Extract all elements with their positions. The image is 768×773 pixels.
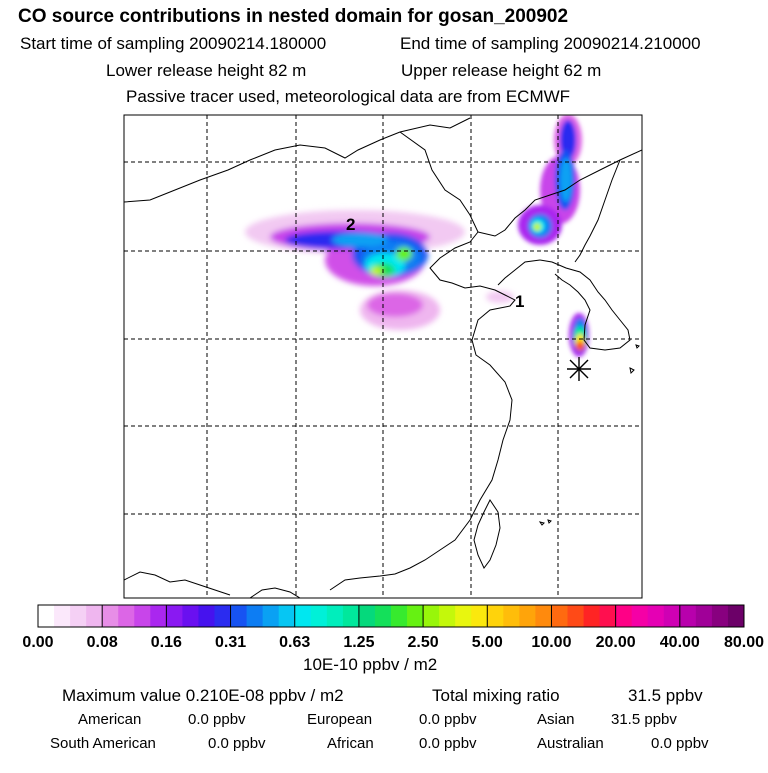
end-time-label: End time of sampling 20090214.210000 <box>400 34 701 53</box>
total-mixing-value: 31.5 ppbv <box>628 686 703 705</box>
colorbar-swatch <box>503 605 520 627</box>
colorbar-swatch <box>118 605 135 627</box>
region-name-american: American <box>78 711 142 728</box>
colorbar-swatch <box>246 605 264 627</box>
colorbar-swatch <box>54 605 71 627</box>
region-value-australian: 0.0 ppbv <box>651 735 709 752</box>
colorbar-swatch <box>567 605 584 627</box>
colorbar-swatch <box>86 605 103 627</box>
colorbar-swatch <box>326 605 344 627</box>
region-name-asian: Asian <box>537 711 575 728</box>
colorbar-swatch <box>583 605 600 627</box>
colorbar-tick-label: 2.50 <box>408 634 439 651</box>
start-time-label: Start time of sampling 20090214.180000 <box>20 34 327 53</box>
colorbar-tick-label: 10.00 <box>531 634 571 651</box>
colorbar-swatch <box>615 605 633 627</box>
lower-release-label: Lower release height 82 m <box>106 61 307 80</box>
coastlines <box>124 117 642 598</box>
region-name-australian: Australian <box>537 735 604 752</box>
colorbar-swatch <box>358 605 376 627</box>
tracer-info-label: Passive tracer used, meteorological data… <box>126 87 571 106</box>
colorbar-swatch <box>182 605 199 627</box>
colorbar-tick-label: 0.16 <box>151 634 182 651</box>
colorbar-swatch <box>38 605 55 627</box>
colorbar-swatch <box>166 605 183 627</box>
colorbar-swatch <box>727 605 745 627</box>
colorbar-ticks: 0.00 0.08 0.16 0.31 0.63 1.25 2.50 5.00 10.00 20.… <box>22 605 764 651</box>
colorbar-swatch <box>150 605 167 627</box>
colorbar-swatch <box>631 605 649 627</box>
colorbar-swatch <box>134 605 151 627</box>
concentration-field <box>124 115 642 598</box>
colorbar-swatch <box>310 605 328 627</box>
upper-release-label: Upper release height 62 m <box>401 61 602 80</box>
colorbar-swatch <box>214 605 231 627</box>
map-label-2: 2 <box>346 215 355 234</box>
map-label-1: 1 <box>515 292 524 311</box>
receptor-marker <box>567 357 591 381</box>
plume-northeast <box>518 115 582 245</box>
colorbar-tick-label: 0.00 <box>22 634 53 651</box>
colorbar-swatch <box>663 605 681 627</box>
region-value-american: 0.0 ppbv <box>188 711 246 728</box>
colorbar-swatch <box>342 605 360 627</box>
region-name-european: European <box>307 711 373 728</box>
colorbar-swatch <box>535 605 552 627</box>
colorbar-tick-label: 0.31 <box>215 634 246 651</box>
region-name-south-american: South American <box>50 735 156 752</box>
colorbar-swatch <box>439 605 456 627</box>
colorbar-tick-label: 80.00 <box>724 634 764 651</box>
colorbar-swatch <box>374 605 392 627</box>
colorbar-swatch <box>70 605 87 627</box>
colorbar-swatch <box>599 605 617 627</box>
colorbar-unit-label: 10E-10 ppbv / m2 <box>303 655 438 674</box>
chart-title: CO source contributions in nested domain… <box>18 6 569 27</box>
colorbar-swatch <box>391 605 408 627</box>
colorbar-tick-label: 0.63 <box>279 634 310 651</box>
colorbar-swatch <box>198 605 215 627</box>
region-value-south-american: 0.0 ppbv <box>208 735 266 752</box>
max-value-label: Maximum value 0.210E-08 ppbv / m2 <box>62 686 344 705</box>
region-name-african: African <box>327 735 374 752</box>
lat-lon-grid <box>124 115 642 598</box>
plume-west <box>245 210 514 330</box>
colorbar-swatch <box>455 605 472 627</box>
colorbar-tick-label: 40.00 <box>660 634 700 651</box>
colorbar-swatch <box>102 605 119 627</box>
plume-receptor <box>569 313 589 357</box>
colorbar-swatch <box>551 605 568 627</box>
colorbar-swatch <box>407 605 424 627</box>
colorbar-swatch <box>487 605 504 627</box>
colorbar-swatch <box>278 605 296 627</box>
colorbar-swatch <box>294 605 312 627</box>
total-mixing-label: Total mixing ratio <box>432 686 560 705</box>
region-value-african: 0.0 ppbv <box>419 735 477 752</box>
colorbar-swatch <box>230 605 247 627</box>
colorbar-swatch <box>647 605 665 627</box>
colorbar-swatch <box>262 605 280 627</box>
colorbar-tick-label: 20.00 <box>596 634 636 651</box>
region-value-european: 0.0 ppbv <box>419 711 477 728</box>
colorbar-swatch <box>711 605 729 627</box>
colorbar-swatch <box>519 605 536 627</box>
region-value-asian: 31.5 ppbv <box>611 711 677 728</box>
colorbar-swatch <box>679 605 697 627</box>
colorbar-swatch <box>471 605 488 627</box>
colorbar <box>37 604 745 628</box>
colorbar-tick-label: 5.00 <box>472 634 503 651</box>
colorbar-tick-label: 0.08 <box>87 634 118 651</box>
colorbar-swatch <box>423 605 440 627</box>
colorbar-tick-label: 1.25 <box>343 634 374 651</box>
colorbar-swatch <box>695 605 713 627</box>
